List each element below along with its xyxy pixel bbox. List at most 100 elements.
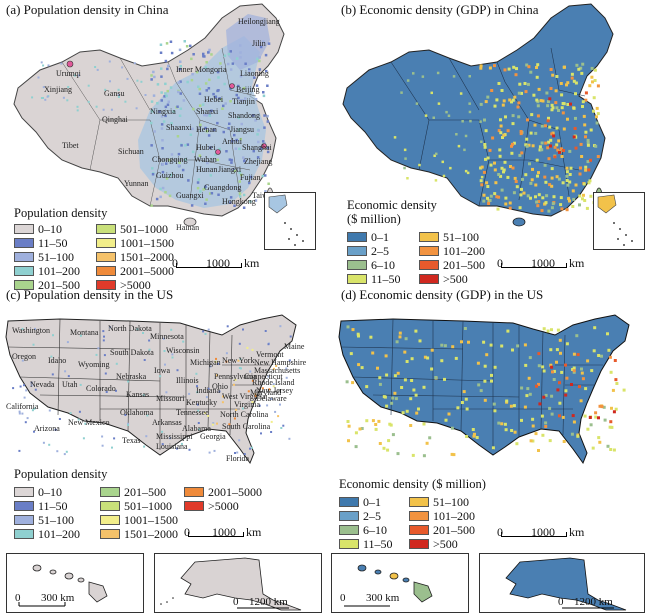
gdp-cell (435, 152, 438, 156)
gdp-cell (579, 66, 583, 70)
gdp-cell (565, 166, 569, 170)
population-cell (171, 356, 174, 359)
label-ningxia: Ningxia (150, 107, 176, 116)
gdp-cell (552, 369, 556, 373)
gdp-cell (550, 184, 554, 188)
population-cell (223, 54, 227, 57)
gdp-cell (486, 196, 489, 200)
gdp-cell (463, 148, 466, 152)
population-cell (275, 365, 278, 367)
gdp-cell (418, 339, 422, 343)
gdp-cell (576, 434, 580, 438)
label-alabama: Alabama (182, 424, 211, 433)
gdp-cell (483, 379, 487, 383)
gdp-cell (592, 96, 596, 100)
panel-d-legend-swatch (409, 497, 429, 507)
gdp-cell (463, 327, 467, 330)
gdp-cell (450, 426, 454, 430)
label-guangxi: Guangxi (176, 191, 204, 200)
gdp-cell (544, 425, 548, 428)
gdp-cell (589, 194, 593, 198)
gdp-cell (515, 185, 519, 189)
population-cell (198, 154, 202, 157)
population-cell (152, 70, 155, 74)
gdp-cell (540, 141, 544, 145)
gdp-cell (547, 209, 551, 213)
gdp-cell (452, 75, 456, 78)
gdp-cell (576, 353, 580, 357)
gdp-cell (385, 404, 389, 408)
population-cell (160, 127, 164, 130)
gdp-cell (561, 111, 565, 115)
population-cell (266, 404, 269, 407)
china-outline-gdp (342, 3, 614, 217)
gdp-cell (485, 181, 489, 185)
population-cell (23, 396, 26, 399)
population-cell (170, 328, 173, 331)
panel-a-legend-swatch (14, 280, 34, 290)
population-cell (254, 395, 257, 398)
gdp-cell (534, 183, 538, 187)
panel-b-scale-unit: km (569, 256, 585, 270)
population-cell (267, 42, 271, 45)
panel-b-legend-label: 201–500 (443, 258, 485, 272)
gdp-cell (517, 115, 521, 119)
panel-c-legend-swatch (100, 529, 120, 539)
population-cell (264, 330, 267, 332)
label-south-dakota: South Dakota (110, 348, 154, 357)
gdp-cell (518, 206, 522, 210)
gdp-cell (584, 130, 588, 134)
gdp-cell (510, 429, 514, 432)
label-new-york: New York (222, 356, 254, 365)
population-cell (143, 359, 146, 361)
gdp-cell (609, 370, 613, 374)
label-guizhou: Guizhou (156, 171, 184, 180)
population-cell (217, 362, 220, 365)
gdp-cell (586, 141, 590, 145)
gdp-cell (513, 95, 517, 99)
population-cell (191, 127, 194, 131)
gdp-cell (384, 354, 388, 358)
gdp-cell (360, 366, 364, 370)
gdp-cell (523, 343, 527, 347)
population-cell (250, 446, 253, 449)
gdp-cell (482, 170, 486, 174)
population-cell (183, 40, 186, 43)
label-hainan: Hainan (176, 223, 199, 232)
gdp-cell (565, 376, 569, 380)
population-cell (197, 409, 200, 412)
population-cell (84, 422, 87, 425)
gdp-cell (600, 354, 603, 358)
gdp-cell (552, 134, 556, 138)
population-cell (117, 93, 120, 96)
gdp-cell (434, 179, 438, 182)
gdp-cell (578, 203, 581, 207)
panel-a-legend-entry: 1001–1500 (96, 236, 174, 250)
population-cell (216, 374, 219, 377)
gdp-cell (582, 114, 586, 118)
panel-c-scale-start: 0 (184, 525, 190, 539)
panel-b-legend-swatch (419, 246, 439, 256)
population-cell (144, 94, 147, 96)
gdp-cell (517, 91, 521, 95)
panel-a-legend-swatch (14, 266, 34, 276)
population-cell (239, 51, 242, 54)
population-cell (25, 389, 28, 392)
population-cell (258, 56, 261, 59)
population-cell (198, 92, 202, 95)
panel-c-legend-entry: 1501–2000 (100, 527, 178, 541)
gdp-cell (483, 398, 487, 402)
population-cell (40, 97, 43, 99)
gdp-cell (550, 176, 554, 180)
gdp-cell (404, 337, 408, 341)
us-outline (5, 314, 297, 465)
gdp-cell (524, 363, 528, 367)
gdp-cell (555, 106, 559, 110)
gdp-cell (549, 363, 553, 367)
population-cell (254, 199, 258, 202)
population-cell (191, 72, 194, 76)
gdp-cell (581, 377, 585, 381)
population-cell (196, 391, 199, 394)
population-cell (179, 60, 182, 63)
gdp-cell (351, 381, 355, 385)
